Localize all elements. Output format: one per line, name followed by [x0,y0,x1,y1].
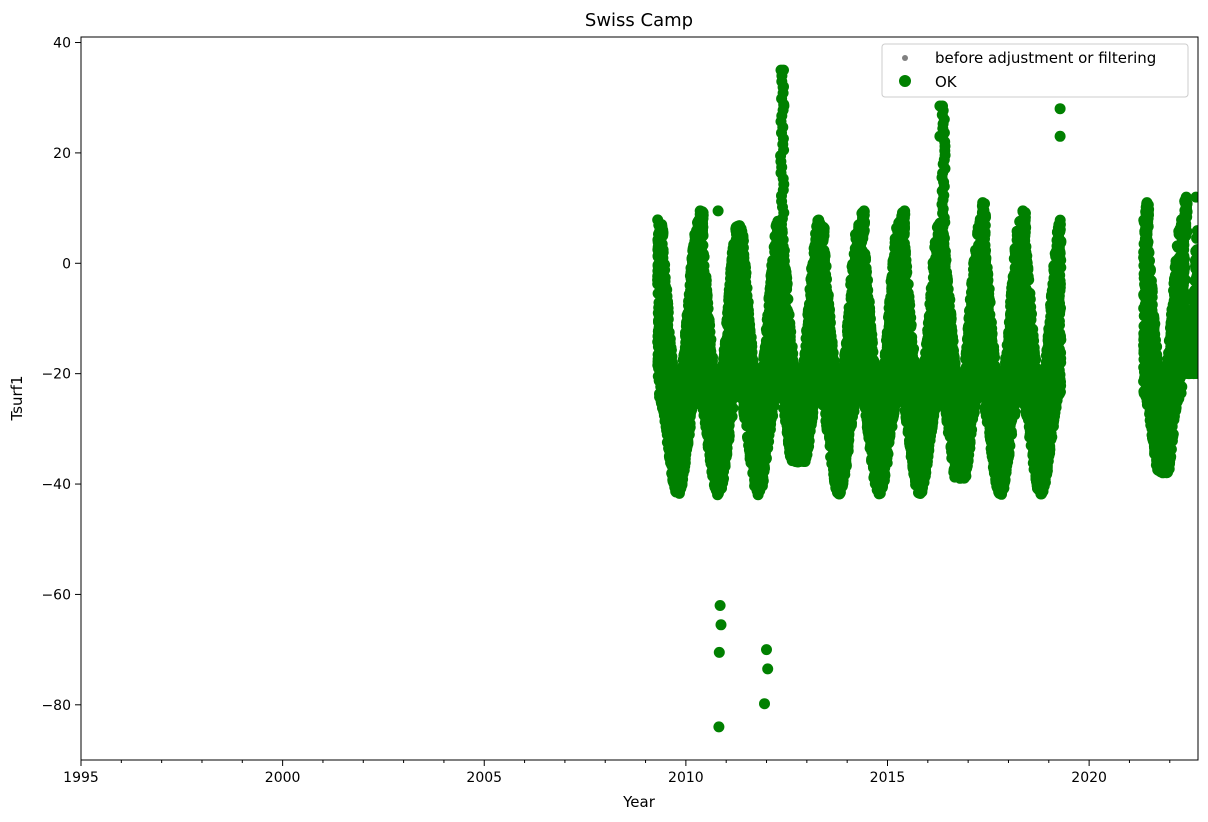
data-point [740,267,752,279]
data-point [657,247,669,258]
data-point [684,421,696,433]
data-point [700,275,712,286]
data-point [758,463,770,475]
data-point [727,402,739,414]
data-point [785,326,797,338]
data-point [682,438,694,450]
data-point [778,245,790,256]
data-point [760,452,772,464]
data-point [723,430,735,442]
data-point [664,333,676,345]
data-point [698,251,710,263]
data-point [719,460,731,472]
data-point [656,219,668,231]
data-point [782,293,794,305]
points-layer [652,64,1198,733]
data-point [781,278,793,290]
data-point [705,333,717,345]
plot-area [652,64,1198,733]
data-point [757,475,769,487]
data-point [659,272,671,284]
data-point [735,235,746,247]
data-point [694,205,706,217]
data-point [659,259,671,271]
data-point [803,435,815,447]
data-point [767,410,779,422]
data-point [662,307,674,318]
